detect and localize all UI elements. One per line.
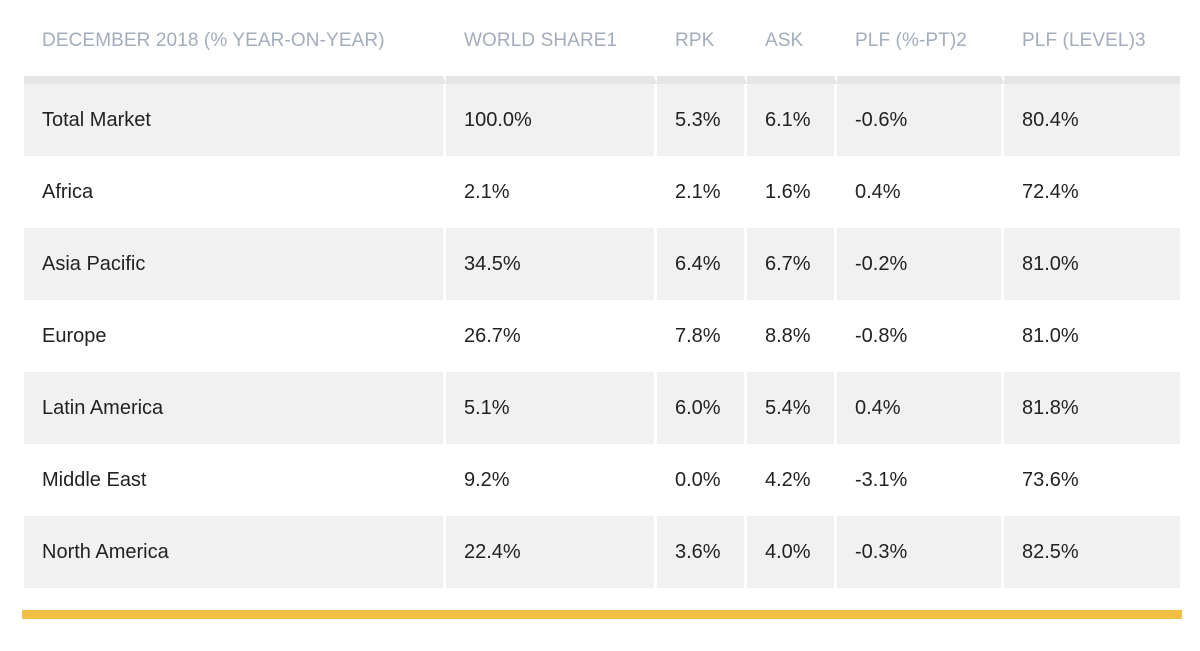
cell-rpk: 5.3% <box>657 84 747 156</box>
cell-world-share: 5.1% <box>446 372 657 444</box>
cell-plf-level: 81.0% <box>1004 300 1180 372</box>
cell-plf-level: 72.4% <box>1004 156 1180 228</box>
header-ask: ASK <box>747 18 837 84</box>
table-row: Europe 26.7% 7.8% 8.8% -0.8% 81.0% <box>24 300 1180 372</box>
cell-plf-pt: -3.1% <box>837 444 1004 516</box>
cell-plf-level: 82.5% <box>1004 516 1180 588</box>
cell-rpk: 7.8% <box>657 300 747 372</box>
cell-plf-level: 81.8% <box>1004 372 1180 444</box>
cell-plf-level: 81.0% <box>1004 228 1180 300</box>
table-row: Total Market 100.0% 5.3% 6.1% -0.6% 80.4… <box>24 84 1180 156</box>
header-period: DECEMBER 2018 (% YEAR-ON-YEAR) <box>24 18 446 84</box>
cell-rpk: 3.6% <box>657 516 747 588</box>
table-row: Middle East 9.2% 0.0% 4.2% -3.1% 73.6% <box>24 444 1180 516</box>
header-world-share: WORLD SHARE1 <box>446 18 657 84</box>
cell-world-share: 26.7% <box>446 300 657 372</box>
header-plf-level: PLF (LEVEL)3 <box>1004 18 1180 84</box>
cell-ask: 4.0% <box>747 516 837 588</box>
cell-plf-pt: 0.4% <box>837 372 1004 444</box>
cell-plf-level: 73.6% <box>1004 444 1180 516</box>
cell-region: Europe <box>24 300 446 372</box>
header-plf-pt: PLF (%-PT)2 <box>837 18 1004 84</box>
cell-rpk: 6.4% <box>657 228 747 300</box>
cell-world-share: 100.0% <box>446 84 657 156</box>
cell-plf-pt: -0.8% <box>837 300 1004 372</box>
traffic-table-container: DECEMBER 2018 (% YEAR-ON-YEAR) WORLD SHA… <box>24 18 1180 588</box>
header-rpk: RPK <box>657 18 747 84</box>
table-bottom-accent-rule <box>22 610 1182 619</box>
cell-region: Africa <box>24 156 446 228</box>
cell-world-share: 22.4% <box>446 516 657 588</box>
cell-ask: 8.8% <box>747 300 837 372</box>
cell-region: Middle East <box>24 444 446 516</box>
cell-plf-pt: -0.6% <box>837 84 1004 156</box>
cell-region: Asia Pacific <box>24 228 446 300</box>
cell-rpk: 2.1% <box>657 156 747 228</box>
cell-region: Total Market <box>24 84 446 156</box>
cell-ask: 6.7% <box>747 228 837 300</box>
cell-ask: 4.2% <box>747 444 837 516</box>
cell-plf-pt: -0.2% <box>837 228 1004 300</box>
traffic-table: DECEMBER 2018 (% YEAR-ON-YEAR) WORLD SHA… <box>24 18 1180 588</box>
cell-world-share: 2.1% <box>446 156 657 228</box>
table-row: Asia Pacific 34.5% 6.4% 6.7% -0.2% 81.0% <box>24 228 1180 300</box>
cell-ask: 5.4% <box>747 372 837 444</box>
cell-plf-pt: -0.3% <box>837 516 1004 588</box>
cell-world-share: 34.5% <box>446 228 657 300</box>
cell-plf-level: 80.4% <box>1004 84 1180 156</box>
table-row: Latin America 5.1% 6.0% 5.4% 0.4% 81.8% <box>24 372 1180 444</box>
table-row: Africa 2.1% 2.1% 1.6% 0.4% 72.4% <box>24 156 1180 228</box>
table-row: North America 22.4% 3.6% 4.0% -0.3% 82.5… <box>24 516 1180 588</box>
cell-world-share: 9.2% <box>446 444 657 516</box>
cell-rpk: 0.0% <box>657 444 747 516</box>
cell-region: North America <box>24 516 446 588</box>
cell-region: Latin America <box>24 372 446 444</box>
cell-ask: 6.1% <box>747 84 837 156</box>
table-header-row: DECEMBER 2018 (% YEAR-ON-YEAR) WORLD SHA… <box>24 18 1180 84</box>
cell-ask: 1.6% <box>747 156 837 228</box>
cell-plf-pt: 0.4% <box>837 156 1004 228</box>
cell-rpk: 6.0% <box>657 372 747 444</box>
